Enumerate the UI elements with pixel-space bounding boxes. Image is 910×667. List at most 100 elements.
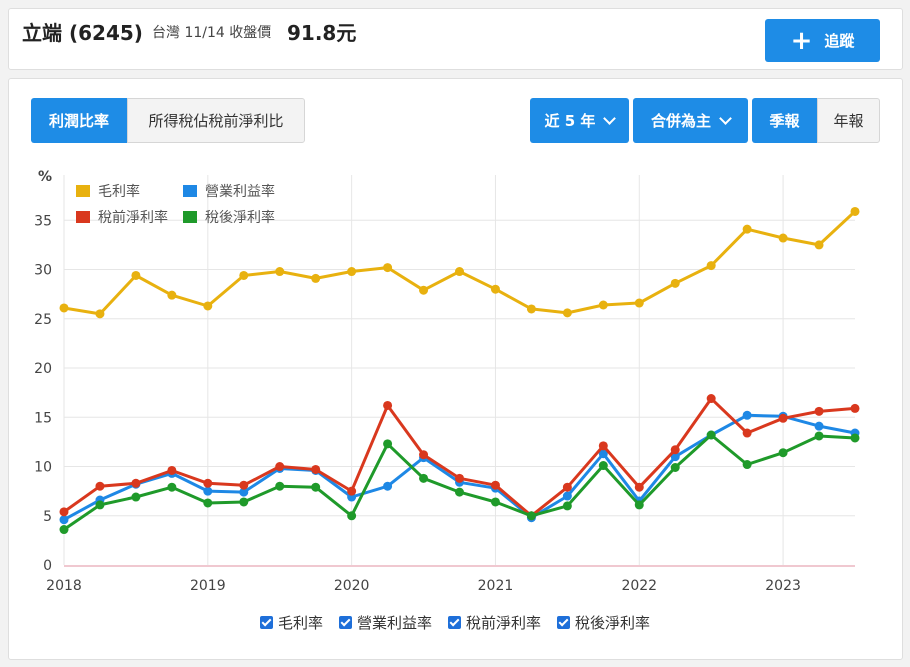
tab-tax-ratio-label: 所得稅佔稅前淨利比 [148,112,284,130]
data-point [347,511,357,521]
data-point [383,481,393,491]
data-point [167,465,177,475]
data-point [814,421,824,431]
legend-swatch [183,211,197,223]
data-point [850,206,860,216]
data-point [778,413,788,423]
x-tick-label: 2022 [621,578,657,594]
data-point [598,461,608,471]
toggle-aftertax-margin[interactable]: 稅後淨利率 [557,612,650,633]
data-point [814,406,824,416]
stock-code: (6245) [68,21,143,45]
checkbox-icon[interactable] [557,616,571,629]
data-point [239,270,249,280]
x-tick-label: 2023 [765,578,801,594]
period-dropdown-label: 近 5 年 [544,112,596,130]
data-point [59,515,69,525]
follow-button[interactable]: + 追蹤 [765,19,880,62]
y-tick-label: 0 [43,558,52,574]
data-point [562,491,572,501]
toggle-operating-margin[interactable]: 營業利益率 [338,612,432,633]
y-tick-label: 10 [34,460,52,476]
data-point [383,263,393,273]
data-point [455,267,464,277]
consolidation-dropdown-label: 合併為主 [650,112,711,130]
tab-tax-ratio[interactable]: 所得稅佔稅前淨利比 [127,98,305,143]
stock-price: 91.8元 [287,21,357,45]
y-tick-label: 20 [34,361,52,377]
data-point [706,261,716,271]
y-axis-label: % [38,169,52,185]
data-point [742,428,752,438]
data-point [311,273,321,283]
data-point [131,270,141,280]
toggle-gross-margin[interactable]: 毛利率 [259,612,323,633]
data-point [742,410,752,420]
data-point [598,449,608,459]
data-point [347,267,357,277]
data-point [706,394,716,404]
y-tick-label: 25 [34,312,52,328]
data-point [419,450,429,460]
legend-label: 稅前淨利率 [98,209,168,226]
legend-label: 毛利率 [98,183,140,200]
tab-quarterly-label: 季報 [769,112,800,130]
toggle-label: 稅後淨利率 [575,614,651,632]
consolidation-dropdown[interactable]: 合併為主 [633,98,748,143]
main-card [8,78,903,660]
data-point [311,482,321,492]
legend-label: 營業利益率 [205,183,275,200]
data-point [670,452,680,462]
data-point [526,511,536,521]
data-point [203,498,213,508]
toggle-label: 毛利率 [277,614,323,632]
checkbox-icon[interactable] [338,616,352,629]
data-point [455,473,464,483]
toggle-pretax-margin[interactable]: 稅前淨利率 [448,612,541,633]
data-point [347,486,357,496]
data-point [95,481,105,491]
data-point [526,304,536,314]
data-point [203,486,213,496]
follow-label: 追蹤 [824,32,855,50]
stock-title: 立端 (6245) [22,17,143,46]
tab-profit-ratio-label: 利潤比率 [48,112,109,130]
period-dropdown[interactable]: 近 5 年 [530,98,629,143]
data-point [59,507,69,517]
legend-swatch [76,211,90,223]
data-point [167,482,177,492]
data-point [239,497,249,507]
data-point [742,460,752,470]
data-point [598,300,608,310]
data-point [203,478,213,488]
tab-profit-ratio[interactable]: 利潤比率 [31,98,127,143]
checkbox-icon[interactable] [259,616,273,629]
checkbox-icon[interactable] [448,616,461,629]
data-point [634,298,644,308]
series-toggles: 毛利率 營業利益率 稅前淨利率 稅後淨利率 [0,612,910,633]
tab-annual[interactable]: 年報 [817,98,880,143]
stock-name: 立端 [22,21,62,45]
data-point [239,487,249,497]
data-point [419,285,429,295]
data-point [634,482,644,492]
tab-quarterly[interactable]: 季報 [752,98,817,143]
series-line [63,210,857,316]
data-point [131,478,141,488]
data-point [670,278,680,288]
data-point [562,482,572,492]
data-point [598,441,608,451]
header-card [8,8,903,70]
data-point [634,500,644,510]
data-point [562,501,572,511]
data-point [850,433,860,443]
data-point [490,497,500,507]
data-point [742,224,752,234]
data-point [850,403,860,413]
data-point [814,431,824,441]
legend-label: 稅後淨利率 [205,209,275,226]
x-tick-label: 2021 [478,578,514,594]
x-tick-label: 2018 [46,578,82,594]
data-point [311,464,321,474]
